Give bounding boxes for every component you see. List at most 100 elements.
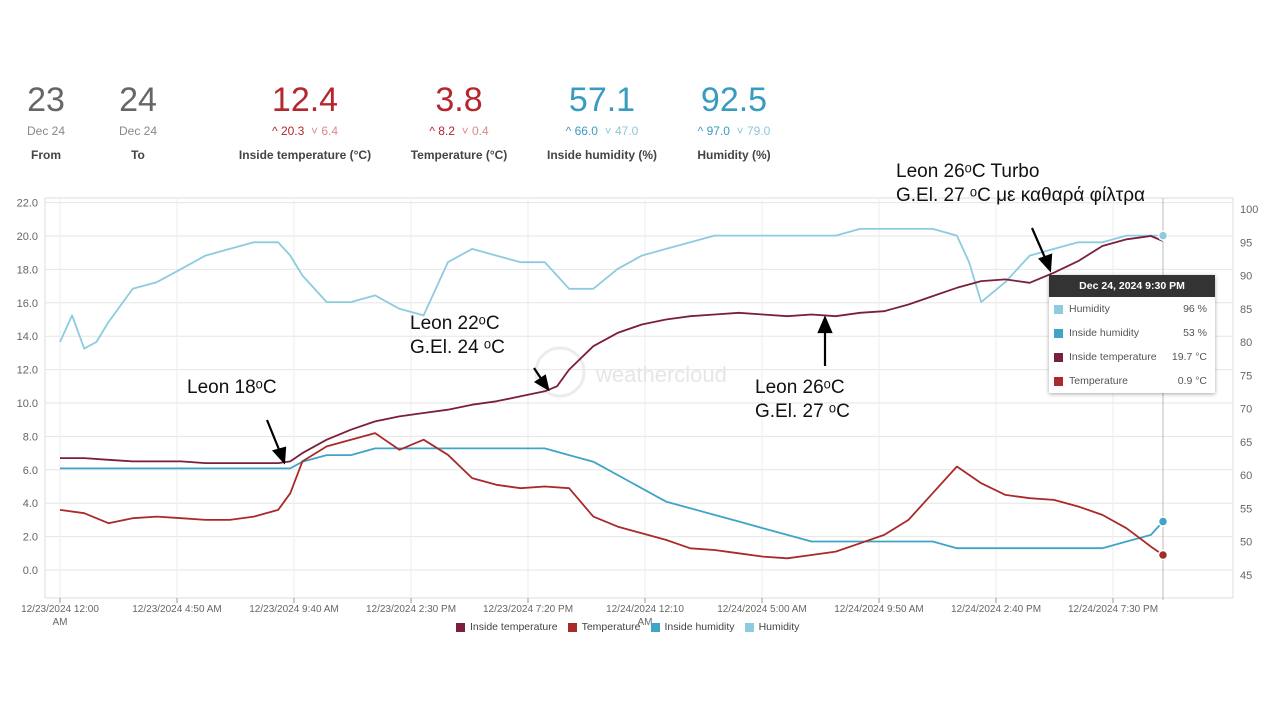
inside-humidity-avg: 57.1 [568,81,636,119]
annotation-leon-26-line1: Leon 26ᵒC [755,377,845,398]
y-right-tick-label: 100 [1240,204,1258,216]
from-month: Dec 24 [26,124,66,138]
legend-humidity[interactable]: Humidity [744,621,800,633]
x-tick-label-ampm: AM [638,617,653,628]
legend-swatch [567,622,577,632]
y-right-tick-label: 75 [1240,370,1252,382]
temperature-max: ^ 8.2 [429,124,455,138]
y-left-tick-label: 22.0 [17,198,38,210]
arrow-leon-26-turbo-head [1038,253,1053,273]
y-right-tick-label: 60 [1240,470,1252,482]
legend-label: Inside temperature [470,621,558,633]
y-left-tick-label: 14.0 [17,331,38,343]
y-left-tick-label: 8.0 [23,431,38,443]
y-left-tick-label: 20.0 [17,231,38,243]
legend-inside-humidity[interactable]: Inside humidity [650,621,735,633]
tooltip-value: 19.7 °C [1171,351,1207,363]
stat-inside-humidity: 57.1 ^ 66.0 ˅ 47.0 Inside humidity (%) [535,80,669,162]
annotation-leon-22-line1: Leon 22ᵒC [410,313,500,334]
temperature-swatch [1054,377,1063,386]
arrow-leon-18-head [271,446,287,465]
x-tick-label: 12/23/2024 2:30 PM [366,604,456,615]
plot-border [44,197,1234,599]
tooltip-label: Inside humidity [1069,327,1140,339]
humidity-max: ^ 97.0 [697,124,730,138]
inside-humidity-swatch [1054,329,1063,338]
legend-swatch [456,622,465,632]
humidity-swatch [1054,305,1063,314]
x-tick-label: 12/24/2024 9:50 AM [834,604,924,615]
inside-temperature-line [60,235,1164,465]
tooltip-row-temperature: Temperature 0.9 °C [1049,369,1215,393]
legend-temperature[interactable]: Temperature [567,621,641,633]
temperature-marker [1157,549,1169,561]
y-left-tick-label: 2.0 [23,532,38,544]
legend-label: Inside humidity [664,621,735,633]
annotation-leon-18: Leon 18ᵒC [187,377,277,398]
inside-temperature-label: Inside temperature (°C) [238,148,372,162]
humidity-label: Humidity (%) [697,148,771,162]
y-right-tick-label: 85 [1240,304,1252,316]
legend-label: Humidity [758,621,800,633]
to-day: 24 [119,81,157,119]
tooltip-value: 96 % [1183,303,1207,315]
humidity-min: ˅ 79.0 [736,124,771,138]
tooltip-label: Temperature [1069,375,1128,387]
y-left-tick-label: 0.0 [23,565,38,577]
humidity-avg: 92.5 [700,81,768,119]
x-tick-label: 12/24/2024 2:40 PM [951,604,1041,615]
inside-temperature-min: ˅ 6.4 [310,124,339,138]
y-left-tick-label: 10.0 [17,398,38,410]
inside-temperature-max: ^ 20.3 [271,124,305,138]
annotation-leon-26: Leon 26ᵒC G.El. 27 ᵒC [755,376,850,424]
arrow-leon-18 [265,419,282,453]
weathercloud-watermark: weathercloud [595,362,727,387]
inside-humidity-max: ^ 66.0 [565,124,598,138]
arrow-leon-26-turbo [1030,227,1048,261]
inside-humidity-min: ˅ 47.0 [604,124,639,138]
y-left-tick-label: 4.0 [23,498,38,510]
y-right-tick-label: 70 [1240,404,1252,416]
x-tick-label: 12/23/2024 9:40 AM [249,604,339,615]
y-right-tick-label: 90 [1240,271,1252,283]
stat-temperature: 3.8 ^ 8.2 ˅ 0.4 Temperature (°C) [400,80,518,162]
x-tick-label: 12/23/2024 4:50 AM [132,604,222,615]
y-left-tick-label: 6.0 [23,465,38,477]
x-tick-label: 12/23/2024 12:00 [21,604,99,615]
inside-humidity-label: Inside humidity (%) [546,148,657,162]
legend-swatch [650,622,660,632]
legend-swatch [744,622,754,632]
x-tick-label: 12/24/2024 5:00 AM [717,604,807,615]
y-right-tick-label: 95 [1240,237,1252,249]
y-right-tick-label: 80 [1240,337,1252,349]
y-left-tick-label: 18.0 [17,264,38,276]
inside-temperature-swatch [1054,353,1063,362]
y-left-tick-label: 16.0 [17,298,38,310]
from-day: 23 [27,81,65,119]
y-right-tick-label: 45 [1240,570,1252,582]
tooltip-value: 0.9 °C [1177,375,1207,387]
tooltip-row-inside-humidity: Inside humidity 53 % [1049,321,1215,345]
inside-temperature-avg: 12.4 [271,81,339,119]
tooltip-label: Humidity [1069,303,1110,315]
annotation-leon-26-line2: G.El. 27 ᵒC [755,401,850,422]
tooltip-value: 53 % [1183,327,1207,339]
y-right-tick-label: 55 [1240,503,1252,515]
legend-label: Temperature [581,621,641,633]
arrow-leon-26-head [817,315,833,334]
cloud-logo-icon [534,346,586,398]
tooltip-label: Inside temperature [1069,351,1157,363]
x-tick-label: 12/24/2024 7:30 PM [1068,604,1158,615]
tooltip-row-humidity: Humidity 96 % [1049,297,1215,321]
stat-from: 23 Dec 24 From [20,80,72,162]
to-label: To [131,148,145,162]
tooltip-title: Dec 24, 2024 9:30 PM [1049,275,1215,297]
stat-inside-temperature: 12.4 ^ 20.3 ˅ 6.4 Inside temperature (°C… [220,80,390,162]
chart-tooltip: Dec 24, 2024 9:30 PM Humidity 96 % Insid… [1049,275,1215,393]
annotation-leon-22: Leon 22ᵒC G.El. 24 ᵒC [410,312,505,360]
legend-inside-temperature[interactable]: Inside temperature [456,621,558,633]
temperature-label: Temperature (°C) [410,148,508,162]
chart-legend: Inside temperature Temperature Inside hu… [456,621,809,633]
temperature-avg: 3.8 [435,81,483,119]
